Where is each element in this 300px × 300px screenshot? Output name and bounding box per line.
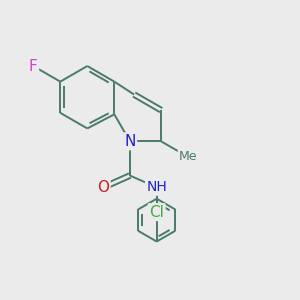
Text: Me: Me — [179, 151, 197, 164]
Text: N: N — [124, 134, 136, 149]
Text: Cl: Cl — [149, 205, 164, 220]
Text: F: F — [29, 58, 38, 74]
Text: NH: NH — [146, 180, 167, 194]
Text: O: O — [97, 180, 109, 195]
